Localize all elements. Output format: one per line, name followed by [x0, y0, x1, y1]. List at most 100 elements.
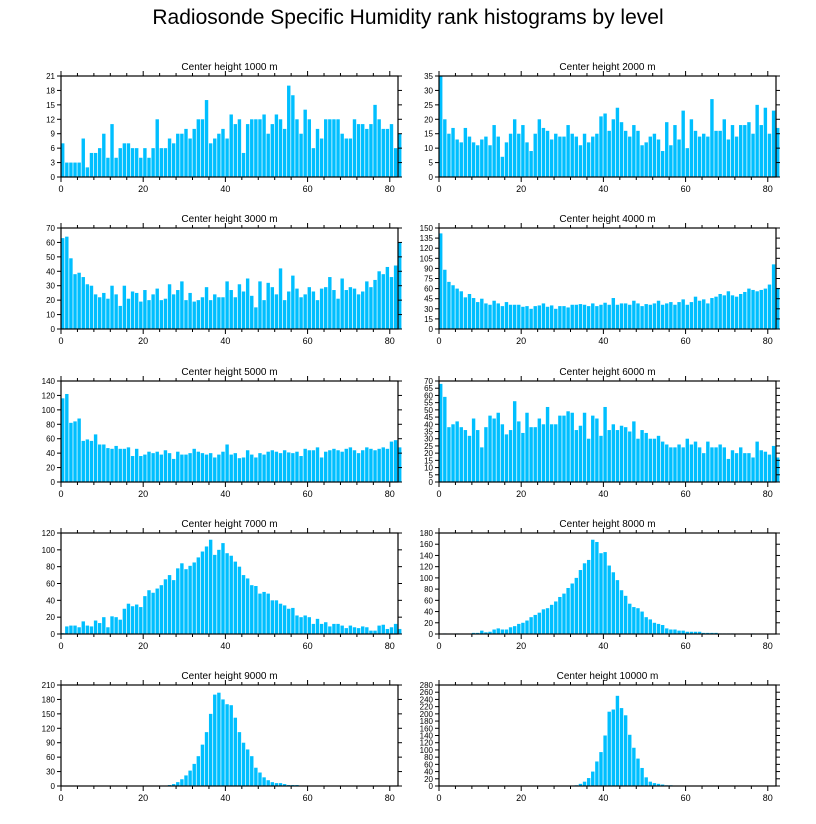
histogram-bar [143, 596, 147, 635]
histogram-bar [365, 447, 369, 482]
histogram-bar [582, 781, 587, 786]
histogram-bar [611, 709, 616, 786]
histogram-bar [184, 569, 188, 634]
histogram-bar [743, 291, 747, 329]
histogram-bar [77, 627, 81, 634]
y-tick-label: 0 [51, 630, 56, 639]
y-tick-label: 20 [424, 449, 433, 458]
histogram-bar [163, 298, 168, 329]
histogram-bar [611, 424, 616, 482]
x-tick-label: 0 [58, 489, 63, 499]
histogram-bar [648, 438, 653, 482]
x-tick-label: 40 [598, 793, 608, 803]
histogram-bar [303, 448, 307, 482]
histogram-bar [508, 133, 513, 177]
x-tick-label: 0 [58, 793, 63, 803]
x-tick-label: 20 [138, 184, 148, 194]
histogram-bar [184, 128, 188, 177]
histogram-bar [500, 424, 505, 482]
histogram-bar [385, 628, 390, 634]
histogram-bar [270, 782, 275, 786]
x-tick-label: 20 [138, 489, 148, 499]
histogram-bar [299, 456, 303, 482]
x-tick-label: 20 [138, 641, 148, 651]
histogram-bar [348, 138, 353, 177]
histogram-bar [93, 434, 98, 482]
histogram-bar [237, 119, 242, 177]
histogram-bar [344, 290, 348, 329]
y-tick-label: 30 [424, 305, 433, 314]
histogram-bar [525, 620, 529, 634]
y-tick-label: 160 [420, 540, 434, 549]
histogram-bar [282, 784, 287, 786]
histogram-bar [681, 110, 685, 177]
histogram-bar [155, 119, 159, 177]
histogram-bar [463, 430, 468, 482]
histogram-bar [208, 143, 213, 177]
histogram-bar [718, 130, 722, 177]
histogram-bar [373, 279, 377, 329]
x-tick-label: 60 [681, 184, 691, 194]
histogram-bar [266, 780, 270, 786]
histogram-bar [69, 162, 73, 177]
histogram-bar [311, 291, 316, 329]
histogram-bar [619, 122, 624, 177]
histogram-bar [591, 303, 595, 329]
histogram-bar [106, 298, 110, 329]
x-tick-label: 20 [516, 641, 526, 651]
main-title: Radiosonde Specific Humidity rank histog… [152, 6, 664, 29]
histogram-bar [61, 238, 65, 329]
histogram-bar [332, 119, 336, 177]
histogram-bar [615, 695, 620, 786]
histogram-bar [652, 133, 657, 177]
histogram-bar [192, 562, 196, 634]
histogram-bar [603, 735, 607, 786]
histogram-bar [533, 614, 537, 634]
histogram-bar [114, 617, 118, 634]
histogram-bar [648, 619, 653, 634]
histogram-bar [229, 454, 233, 482]
histogram-bar [607, 304, 611, 329]
histogram-bar [439, 76, 443, 177]
y-tick-label: 0 [429, 325, 434, 334]
y-tick-label: 15 [424, 130, 433, 139]
histogram-bar [714, 447, 718, 482]
histogram-bar [176, 568, 180, 634]
histogram-bar [229, 705, 233, 786]
y-tick-label: 10 [424, 144, 433, 153]
histogram-bar [356, 124, 361, 177]
histogram-bar [623, 715, 628, 786]
histogram-bar [159, 300, 164, 329]
histogram-bar [180, 454, 184, 482]
histogram-bar [689, 631, 694, 634]
histogram-bar [147, 300, 151, 329]
histogram-bar [180, 133, 184, 177]
histogram-bar [213, 294, 217, 329]
histogram-bar [291, 607, 295, 634]
y-tick-label: 120 [42, 724, 56, 733]
histogram-bar [767, 133, 772, 177]
histogram-bar [159, 585, 164, 634]
histogram-bar [607, 130, 611, 177]
histogram-bar [250, 756, 254, 786]
x-tick-label: 40 [598, 184, 608, 194]
histogram-bar [529, 617, 533, 634]
y-tick-label: 60 [46, 753, 55, 762]
y-tick-label: 40 [46, 267, 55, 276]
histogram-bar [603, 302, 607, 329]
histogram-bar [65, 626, 69, 634]
histogram-bar [204, 287, 209, 329]
histogram-bar [254, 307, 258, 329]
x-tick-label: 0 [436, 641, 441, 651]
histogram-bar [278, 603, 283, 634]
x-tick-label: 40 [220, 336, 230, 346]
histogram-bar [110, 124, 114, 177]
histogram-bar [665, 628, 669, 634]
y-tick-label: 100 [42, 406, 56, 415]
histogram-bar [677, 444, 681, 482]
histogram-bar [726, 291, 731, 329]
y-tick-label: 0 [51, 325, 56, 334]
histogram-bar [377, 448, 381, 482]
histogram-bar [361, 626, 365, 634]
histogram-bar [250, 454, 254, 482]
